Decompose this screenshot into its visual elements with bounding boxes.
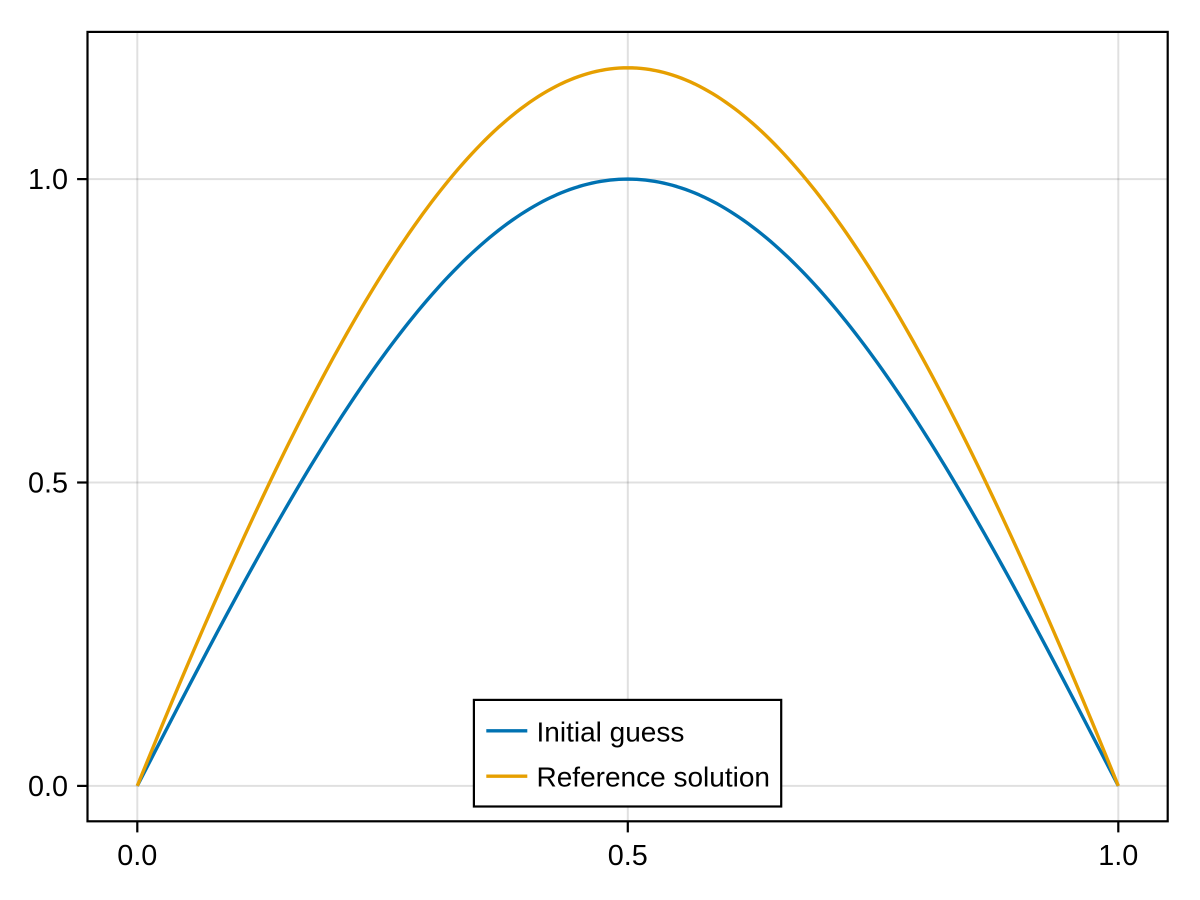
svg-text:Reference solution: Reference solution — [537, 762, 770, 793]
svg-text:Initial guess: Initial guess — [537, 716, 685, 747]
svg-text:0.0: 0.0 — [117, 840, 157, 872]
svg-text:0.5: 0.5 — [608, 840, 648, 872]
svg-text:0.5: 0.5 — [28, 467, 68, 499]
svg-text:1.0: 1.0 — [28, 164, 68, 196]
svg-text:0.0: 0.0 — [28, 771, 68, 803]
svg-text:1.0: 1.0 — [1098, 840, 1138, 872]
